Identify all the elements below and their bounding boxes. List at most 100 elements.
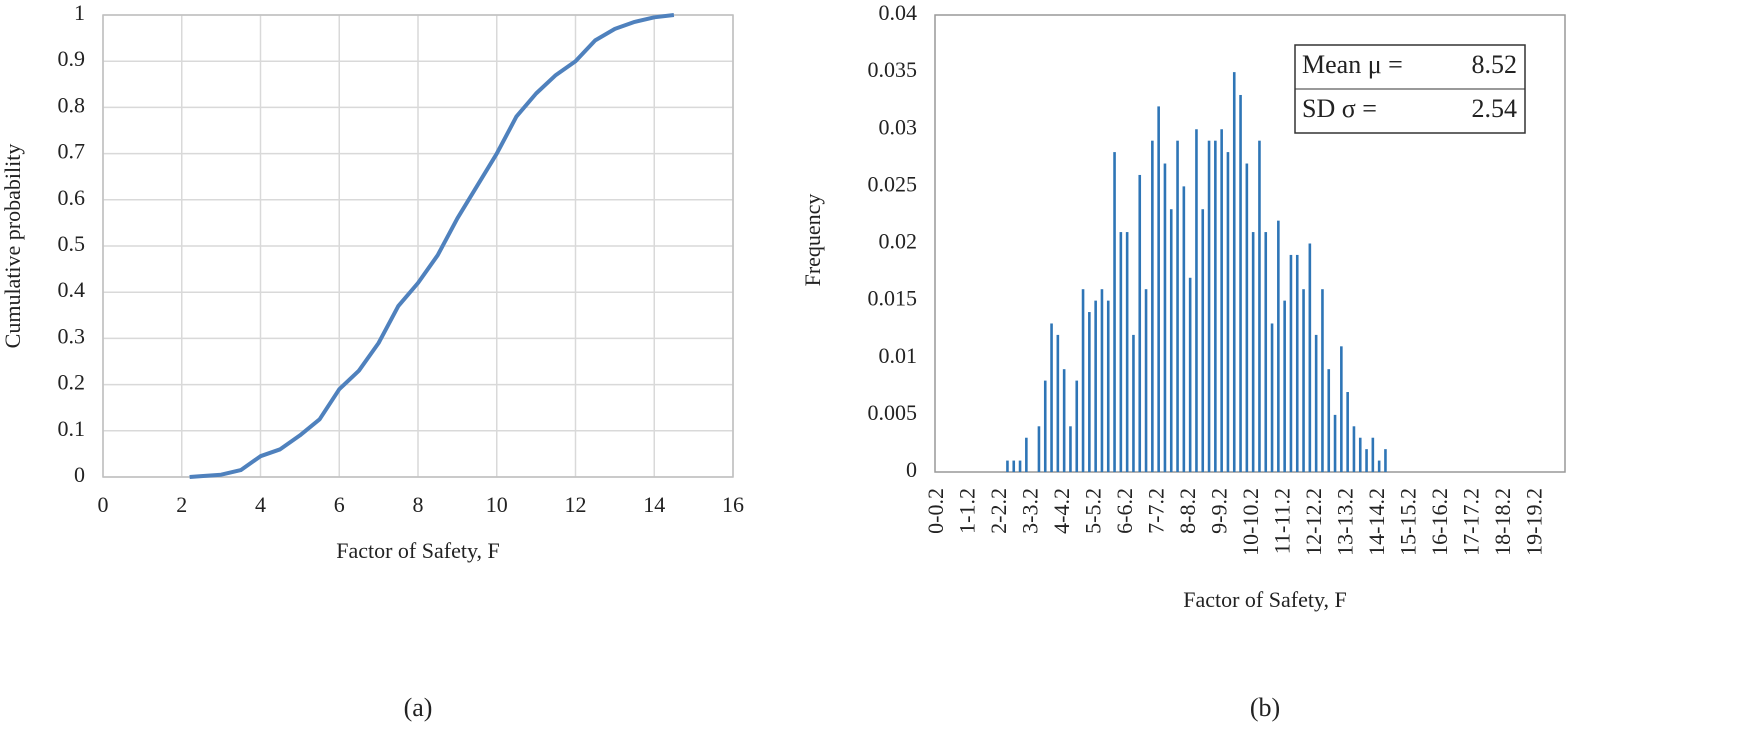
- bar: [1113, 152, 1116, 472]
- y-tick-label: 0.2: [58, 370, 86, 395]
- stats-label: SD σ =: [1302, 94, 1377, 123]
- x-tick-label: 1-1.2: [955, 488, 980, 534]
- x-tick-label: 6: [334, 492, 345, 517]
- bar: [1069, 426, 1072, 472]
- x-tick-label: 15-15.2: [1396, 488, 1421, 556]
- y-tick-label: 0.4: [58, 277, 86, 302]
- bar: [1258, 140, 1261, 473]
- x-tick-label: 3-3.2: [1018, 488, 1043, 534]
- x-tick-label: 8: [413, 492, 424, 517]
- bar: [1277, 220, 1280, 472]
- bar: [1207, 140, 1211, 473]
- y-tick-label: 0: [906, 457, 917, 482]
- bar: [1220, 129, 1223, 472]
- bar: [1176, 140, 1179, 473]
- bar: [1018, 460, 1022, 472]
- cdf-line: [189, 13, 675, 479]
- x-tick-label: 9-9.2: [1207, 488, 1232, 534]
- y-tick-label: 0.6: [58, 185, 86, 210]
- bar: [1270, 323, 1274, 472]
- y-axis-label: Cumulative probability: [0, 144, 25, 349]
- x-tick-label: 8-8.2: [1175, 488, 1200, 534]
- x-axis-label: Factor of Safety, F: [336, 538, 500, 563]
- x-tick-label: 2-2.2: [986, 488, 1011, 534]
- y-tick-label: 0: [74, 462, 85, 487]
- bar: [1377, 460, 1381, 472]
- y-tick-label: 0.04: [879, 0, 918, 25]
- bar: [1201, 209, 1205, 472]
- bar: [1182, 186, 1186, 472]
- x-tick-label: 0-0.2: [923, 488, 948, 534]
- x-tick-label: 11-11.2: [1270, 488, 1295, 554]
- y-tick-label: 0.015: [868, 286, 918, 311]
- stats-label: Mean μ =: [1302, 50, 1403, 79]
- y-tick-label: 0.3: [58, 323, 86, 348]
- bar: [1321, 289, 1324, 472]
- bar: [1125, 232, 1129, 472]
- bar: [1195, 129, 1198, 472]
- x-tick-label: 18-18.2: [1490, 488, 1515, 556]
- bar: [1012, 460, 1016, 472]
- bar: [1100, 289, 1104, 472]
- y-tick-label: 0.035: [868, 57, 918, 82]
- y-tick-label: 1: [74, 0, 85, 25]
- y-axis-label: Frequency: [800, 194, 825, 287]
- bar: [1232, 72, 1236, 472]
- bar: [1025, 437, 1028, 472]
- x-tick-label: 7-7.2: [1144, 488, 1169, 534]
- bar: [1006, 460, 1009, 472]
- bar: [1352, 426, 1356, 472]
- bar: [1106, 300, 1110, 472]
- bar: [1384, 449, 1387, 472]
- bar: [1163, 163, 1167, 472]
- bar: [1037, 426, 1041, 472]
- bar: [1075, 380, 1079, 472]
- bar: [1245, 163, 1249, 472]
- stats-value: 2.54: [1472, 94, 1518, 123]
- bar: [1226, 152, 1230, 472]
- bar: [1358, 437, 1362, 472]
- bar: [1289, 254, 1293, 472]
- x-tick-label: 16: [722, 492, 744, 517]
- x-tick-label: 17-17.2: [1459, 488, 1484, 556]
- bar: [1138, 174, 1142, 472]
- stats-value: 8.52: [1472, 50, 1518, 79]
- bar: [1169, 209, 1173, 472]
- y-tick-label: 0.025: [868, 171, 918, 196]
- x-tick-label: 10: [486, 492, 508, 517]
- bar: [1308, 243, 1312, 472]
- y-tick-label: 0.03: [879, 114, 918, 139]
- x-tick-label: 0: [98, 492, 109, 517]
- y-tick-label: 0.7: [58, 139, 86, 164]
- bar: [1239, 94, 1242, 472]
- caption: (a): [404, 693, 433, 722]
- bar: [1314, 334, 1318, 472]
- bar: [1295, 254, 1299, 472]
- x-tick-label: 14-14.2: [1364, 488, 1389, 556]
- bar: [1062, 369, 1066, 472]
- bar: [1043, 380, 1047, 472]
- y-tick-label: 0.5: [58, 231, 86, 256]
- bar: [1094, 300, 1097, 472]
- bar: [1088, 312, 1091, 472]
- bar: [1365, 449, 1368, 472]
- bar: [1132, 334, 1135, 472]
- y-tick-label: 0.1: [58, 416, 86, 441]
- bar: [1151, 140, 1154, 473]
- x-tick-label: 4: [255, 492, 266, 517]
- bar: [1119, 232, 1123, 472]
- y-tick-label: 0.9: [58, 46, 86, 71]
- x-tick-label: 5-5.2: [1081, 488, 1106, 534]
- x-tick-label: 10-10.2: [1238, 488, 1263, 556]
- bar: [1264, 232, 1268, 472]
- bar: [1081, 289, 1085, 472]
- x-tick-label: 13-13.2: [1333, 488, 1358, 556]
- x-tick-label: 2: [176, 492, 187, 517]
- bar: [1056, 334, 1060, 472]
- bar: [1283, 300, 1286, 472]
- bar: [1251, 232, 1255, 472]
- caption: (b): [1250, 693, 1280, 722]
- bar: [1050, 323, 1053, 472]
- x-tick-label: 16-16.2: [1427, 488, 1452, 556]
